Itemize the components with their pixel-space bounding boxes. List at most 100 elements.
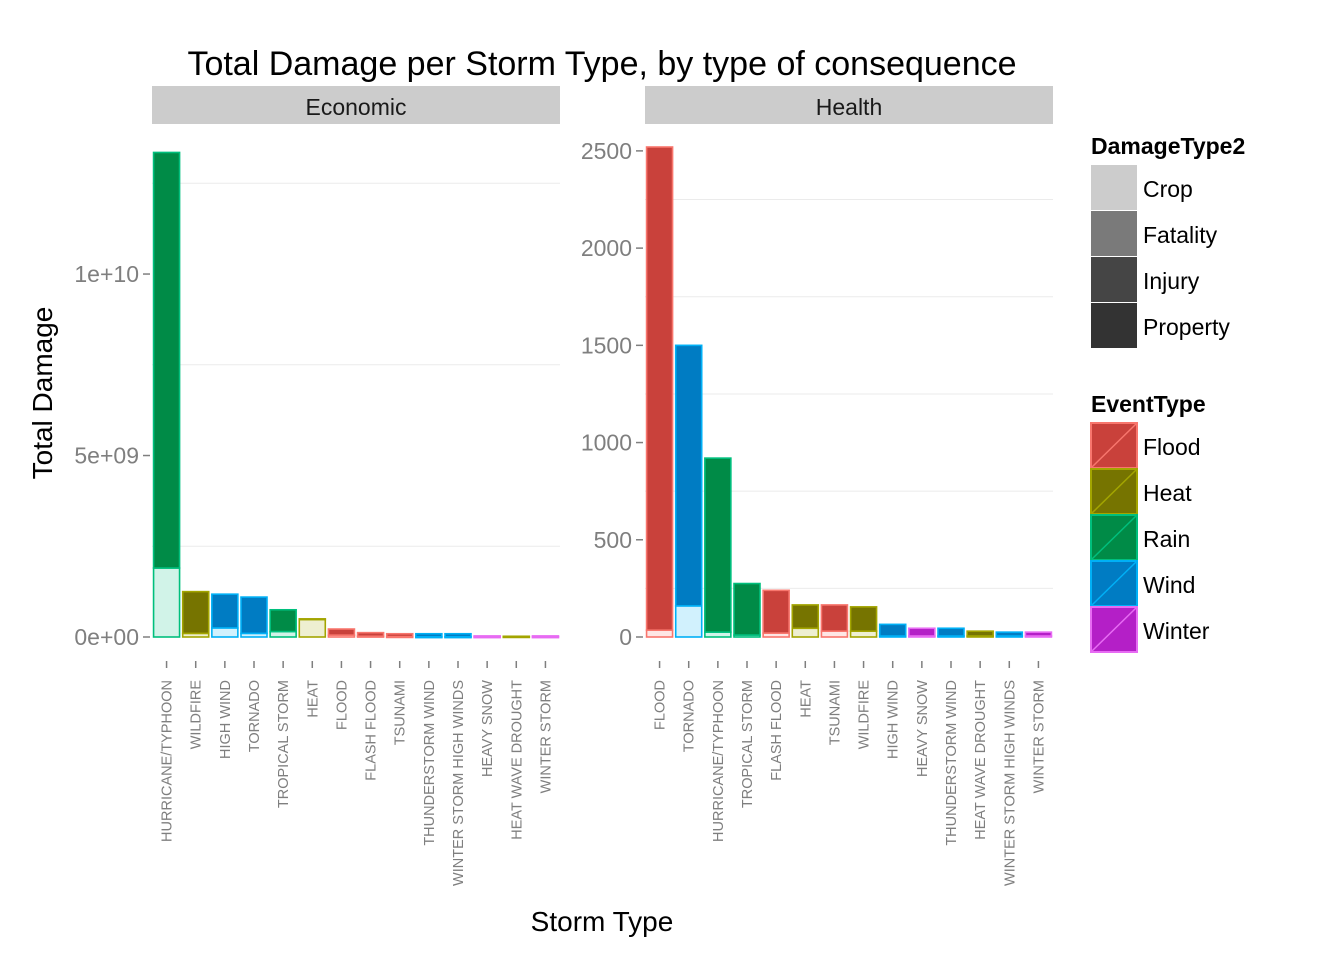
legend-label-property: Property [1143, 314, 1230, 340]
bar-segment-property [327, 628, 356, 636]
bar-segment-fatality [645, 629, 674, 638]
x-tick-label-economic: FLOOD [334, 680, 350, 730]
bar-segment-injury [791, 604, 820, 630]
y-tick-label-health: 1500 [581, 332, 632, 358]
bar-segment-property [502, 635, 531, 638]
bar-segment-injury [995, 631, 1024, 637]
bar-economic-wildfire [181, 590, 210, 638]
legend-key-rain [1090, 514, 1138, 561]
bar-health-flood [645, 146, 674, 638]
bar-economic-winter-storm-high-winds [444, 632, 472, 639]
legend-title-event-type: EventType [1091, 391, 1206, 417]
bar-segment-property [473, 635, 501, 638]
bar-health-thunderstorm-wind [937, 627, 965, 638]
chart-title: Total Damage per Storm Type, by type of … [187, 45, 1016, 83]
x-axis-health: FLOOD TORNADO HURRICANE/TYPHOON TROPICAL ST… [653, 661, 1047, 886]
bar-segment-injury [908, 627, 936, 637]
bar-segment-injury [704, 457, 732, 633]
bar-segment-fatality [674, 605, 703, 638]
bar-health-flash-flood [762, 589, 790, 638]
bar-segment-property [269, 608, 297, 633]
bar-health-winter-storm [1024, 631, 1053, 638]
y-tick-label-economic: 1e+10 [74, 261, 139, 287]
bar-segment-injury [820, 604, 849, 632]
x-tick-label-health: TROPICAL STORM [740, 680, 756, 808]
strip-label-health: Health [816, 94, 882, 120]
x-tick-label-economic: HEAVY SNOW [480, 680, 496, 777]
bar-segment-property [385, 632, 414, 638]
y-tick-label-health: 0 [619, 624, 632, 650]
bar-segment-crop [298, 618, 327, 638]
bar-segment-injury [645, 146, 674, 631]
bar-economic-tsunami [385, 632, 414, 639]
bar-segment-fatality [820, 630, 849, 638]
bar-health-winter-storm-high-winds [995, 631, 1024, 638]
bar-economic-flash-flood [356, 631, 385, 638]
legend: DamageType2 Crop Fatality Injury Property E… [1090, 133, 1245, 653]
bar-health-tsunami [820, 604, 849, 638]
y-tick-label-health: 500 [594, 527, 632, 553]
x-tick-label-economic: HURRICANE/TYPHOON [160, 680, 176, 842]
x-tick-label-economic: WINTER STORM HIGH WINDS [451, 680, 467, 886]
bar-segment-property [415, 632, 443, 638]
bar-health-heavy-snow [908, 627, 936, 638]
bar-segment-injury [1024, 631, 1053, 637]
x-tick-label-economic: HEAT WAVE DROUGHT [509, 680, 525, 840]
bar-health-tornado [674, 344, 703, 638]
bar-economic-high-wind [211, 593, 239, 638]
bar-segment-fatality [791, 627, 820, 638]
x-tick-label-health: HIGH WIND [886, 680, 902, 759]
panel-economic: Economic 0e+00 5e+09 1e+10 HURRICANE/TYPHO… [74, 86, 560, 886]
strip-economic [152, 86, 560, 124]
bar-segment-property [240, 596, 268, 635]
y-axis-health: 0 500 1000 1500 2000 2500 [581, 138, 643, 650]
x-tick-label-economic: THUNDERSTORM WIND [422, 680, 438, 846]
x-tick-label-economic: TROPICAL STORM [276, 680, 292, 808]
y-tick-label-health: 2000 [581, 235, 632, 261]
bar-segment-property [531, 635, 560, 638]
legend-label-heat: Heat [1143, 480, 1192, 506]
x-tick-label-health: HEAT WAVE DROUGHT [973, 680, 989, 840]
x-tick-label-economic: TORNADO [247, 680, 263, 752]
bar-segment-property [181, 590, 210, 635]
bar-segment-injury [966, 630, 994, 637]
legend-key-fatality [1091, 211, 1137, 256]
x-tick-label-health: HEAT [798, 680, 814, 718]
strip-health [645, 86, 1053, 124]
y-axis-title: Total Damage [27, 307, 58, 480]
x-tick-label-health: TORNADO [682, 680, 698, 752]
bar-segment-injury [674, 344, 703, 607]
bar-health-high-wind [878, 623, 907, 638]
bar-economic-heat [298, 618, 327, 638]
bar-health-hurricane-typhoon [704, 457, 732, 638]
legend-key-crop [1091, 165, 1137, 210]
bar-segment-property [444, 632, 472, 638]
bar-segment-injury [937, 627, 965, 637]
x-tick-label-health: HURRICANE/TYPHOON [711, 680, 727, 842]
legend-label-rain: Rain [1143, 526, 1190, 552]
y-tick-label-economic: 5e+09 [74, 443, 139, 469]
y-tick-label-health: 1000 [581, 430, 632, 456]
bar-economic-heavy-snow [473, 635, 501, 639]
legend-label-flood: Flood [1143, 434, 1201, 460]
bar-segment-property [211, 593, 239, 629]
bar-health-wildfire [849, 606, 878, 638]
legend-key-property [1091, 303, 1137, 348]
bars-economic [152, 151, 560, 639]
x-tick-label-economic: WILDFIRE [189, 680, 205, 750]
bar-economic-tornado [240, 596, 268, 638]
bar-segment-crop [211, 627, 239, 638]
legend-event-type-items: Flood Heat Rain Wind Winter [1090, 422, 1210, 653]
legend-title-damage-type: DamageType2 [1091, 133, 1245, 159]
bar-economic-tropical-storm [269, 608, 297, 638]
x-tick-label-health: FLASH FLOOD [769, 680, 785, 781]
x-tick-label-economic: WINTER STORM [538, 680, 554, 793]
legend-label-injury: Injury [1143, 268, 1200, 294]
bar-segment-injury [733, 582, 761, 636]
bar-health-heat-wave-drought [966, 630, 994, 638]
y-tick-label-health: 2500 [581, 138, 632, 164]
bar-health-tropical-storm [733, 582, 761, 638]
bar-economic-thunderstorm-wind [415, 632, 443, 639]
y-tick-label-economic: 0e+00 [74, 624, 139, 650]
